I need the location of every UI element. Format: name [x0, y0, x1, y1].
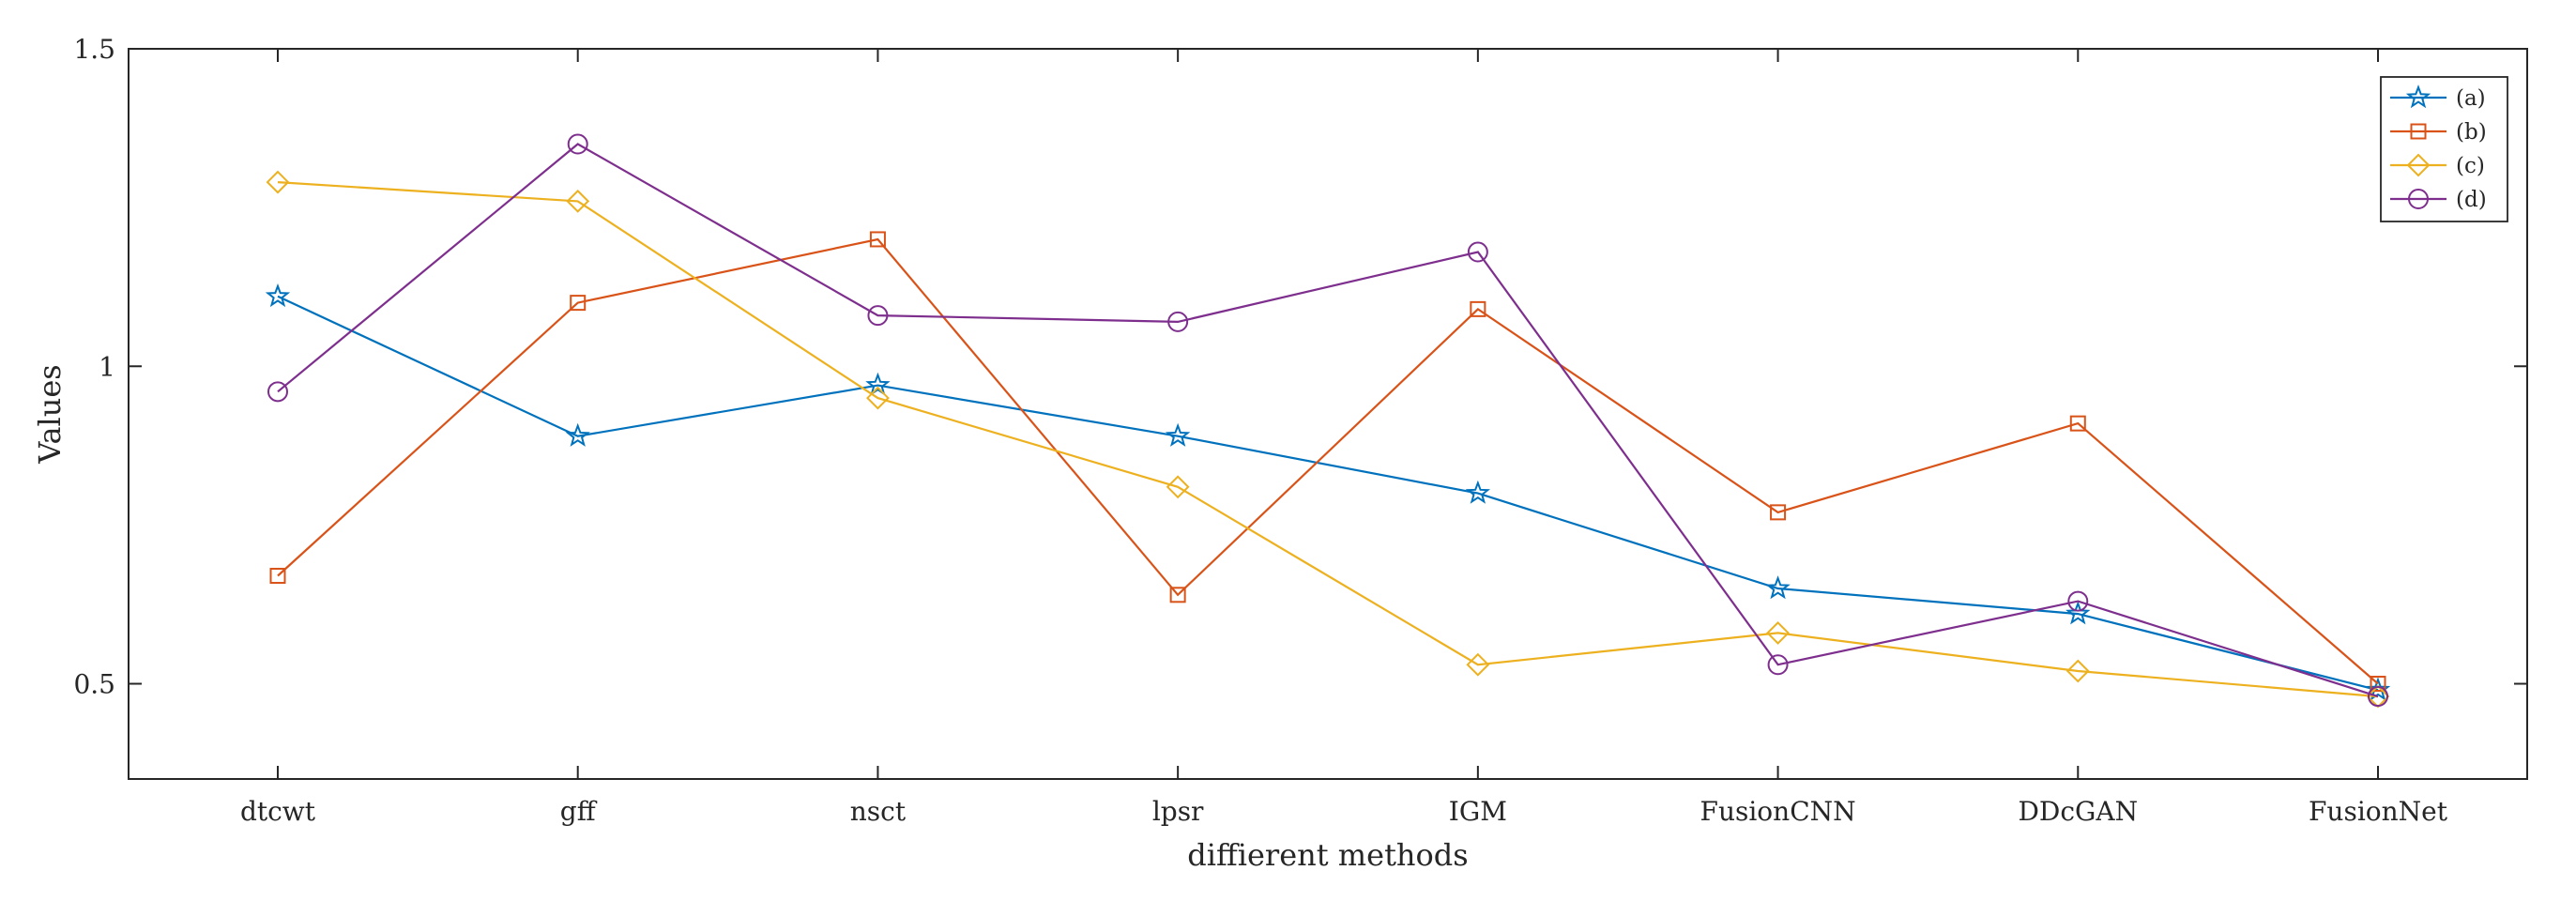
legend-marker-swatch — [2406, 153, 2431, 177]
data-point-marker — [2368, 686, 2388, 708]
data-point-marker — [1770, 504, 1787, 521]
data-point-marker — [1467, 241, 1488, 263]
series-line — [277, 237, 2379, 685]
data-point-marker — [1165, 422, 1191, 447]
legend-label: (d) — [2456, 188, 2487, 212]
y-tick-label: 0.5 — [73, 669, 115, 700]
plot-area-frame — [128, 48, 2528, 780]
x-tick-label: FusionNet — [2309, 796, 2448, 827]
data-point-marker — [1169, 587, 1186, 603]
legend-box — [2380, 76, 2508, 222]
data-point-marker — [1766, 620, 1790, 645]
x-tick-label: FusionCNN — [1700, 796, 1856, 827]
series-line — [277, 181, 2379, 698]
data-point-marker — [269, 568, 286, 585]
legend-label: (c) — [2456, 154, 2485, 178]
data-point-marker — [267, 381, 288, 403]
y-tick-label: 1 — [99, 351, 115, 382]
legend-marker-swatch — [2408, 189, 2429, 209]
y-axis-title: Values — [32, 364, 68, 464]
data-point-marker — [1470, 300, 1486, 317]
data-point-marker — [567, 133, 588, 155]
x-axis-title: diffierent methods — [1187, 837, 1468, 873]
legend-marker-swatch — [2405, 84, 2431, 109]
legend-item: (b) — [2390, 120, 2487, 145]
data-point-marker — [866, 386, 890, 410]
data-point-marker — [1166, 475, 1190, 499]
data-point-marker — [2370, 676, 2386, 693]
x-tick-label: nsct — [850, 796, 907, 827]
data-point-marker — [570, 295, 587, 312]
y-tick-label: 1.5 — [73, 34, 115, 65]
data-point-marker — [565, 422, 590, 447]
series-3 — [266, 170, 2390, 709]
series-line — [277, 143, 2379, 698]
data-point-marker — [2067, 590, 2089, 612]
data-point-marker — [1767, 654, 1789, 676]
data-point-marker — [2069, 415, 2086, 432]
x-tick-label: lpsr — [1152, 796, 1204, 827]
legend: (a) (b) (c) (d) — [2380, 76, 2508, 222]
legend-label: (b) — [2456, 120, 2487, 145]
data-point-marker — [865, 372, 891, 396]
data-point-marker — [2065, 601, 2091, 625]
series-4 — [267, 133, 2388, 708]
x-tick-label: gff — [560, 796, 598, 827]
data-point-marker — [1466, 652, 1490, 677]
data-point-marker — [867, 305, 889, 327]
x-tick-label: DDcGAN — [2018, 796, 2138, 827]
data-point-marker — [1765, 575, 1791, 600]
legend-item: (d) — [2390, 188, 2487, 212]
legend-item: (c) — [2390, 153, 2485, 178]
data-point-marker — [1465, 480, 1491, 504]
legend-item: (a) — [2390, 84, 2486, 111]
series-line — [277, 295, 2379, 692]
data-point-marker — [266, 170, 290, 194]
x-tick-label: dtcwt — [240, 796, 316, 827]
series-2 — [269, 231, 2386, 693]
legend-marker-swatch — [2410, 123, 2427, 140]
data-point-marker — [2065, 659, 2090, 683]
data-point-marker — [566, 189, 590, 213]
x-tick-label: IGM — [1449, 796, 1507, 827]
data-point-marker — [265, 283, 291, 308]
legend-label: (a) — [2456, 86, 2486, 111]
data-point-marker — [1167, 311, 1189, 332]
data-point-marker — [869, 231, 886, 248]
